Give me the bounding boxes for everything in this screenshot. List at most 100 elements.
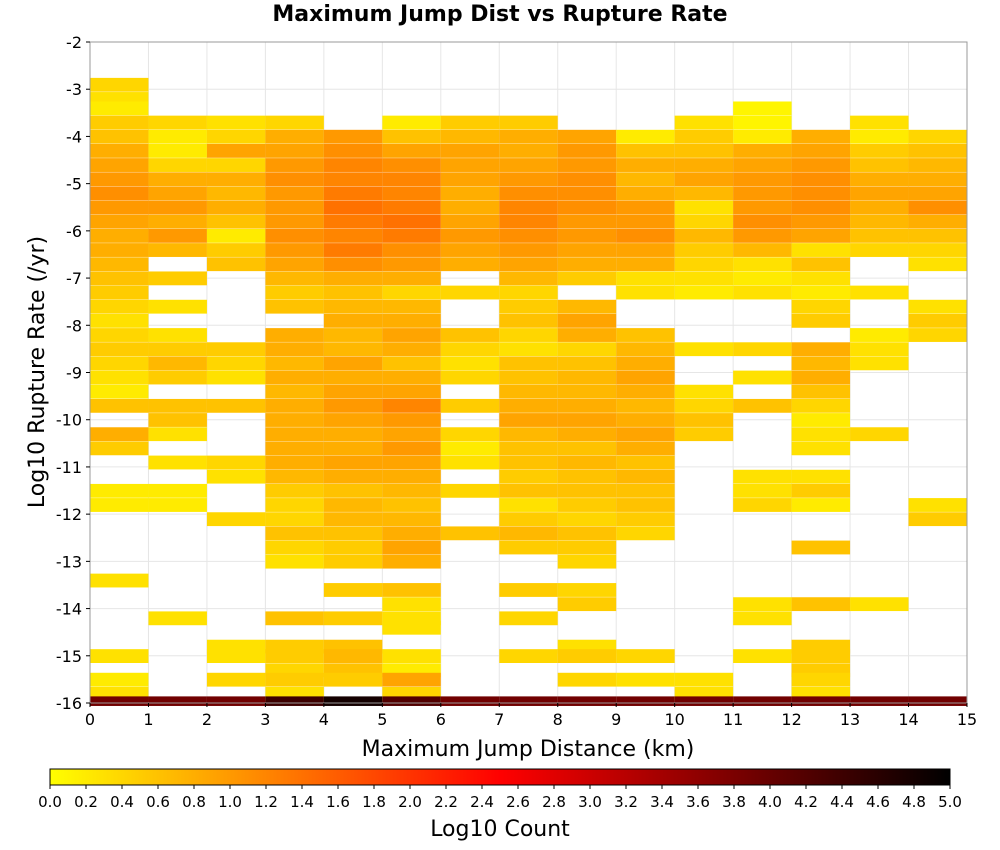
heatmap-cell <box>90 257 149 272</box>
heatmap-cell <box>850 696 909 706</box>
heatmap-cell <box>791 257 851 272</box>
heatmap-cell <box>674 186 734 201</box>
heatmap-cell <box>323 512 383 527</box>
heatmap-cell <box>90 101 149 116</box>
heatmap-cell <box>382 672 441 687</box>
heatmap-cell <box>148 611 207 626</box>
y-axis-title: Log10 Rupture Rate (/yr) <box>25 236 50 508</box>
heatmap-cell <box>499 526 558 541</box>
heatmap-cell <box>616 483 675 498</box>
heatmap-cell <box>265 672 324 687</box>
y-axis-ticks: -2 -3 -4 -5 -6 -7 -8 -9 -10 -11 -12 -13 -14 -15 -16 <box>56 33 90 713</box>
heatmap-cell <box>382 243 441 257</box>
heatmap-cell <box>382 483 441 498</box>
heatmap-cell <box>791 649 851 663</box>
heatmap-cell <box>90 115 149 130</box>
heatmap-cell <box>733 257 792 272</box>
heatmap-cell <box>440 398 500 413</box>
y-tick-label: -15 <box>56 647 82 666</box>
x-tick-label: 14 <box>898 710 918 729</box>
x-tick-label: 8 <box>553 710 563 729</box>
heatmap-cell <box>499 143 558 158</box>
heatmap-cell <box>90 384 149 399</box>
heatmap-cell <box>733 186 792 201</box>
heatmap-cell <box>265 483 324 498</box>
heatmap-cell <box>674 243 734 257</box>
heatmap-cell <box>90 483 149 498</box>
heatmap-cell <box>733 285 792 300</box>
heatmap-cell <box>323 413 383 427</box>
colorbar-tick-label: 0.0 <box>38 793 62 811</box>
colorbar-tick-label: 3.0 <box>578 793 602 811</box>
heatmap-cell <box>265 540 324 555</box>
chart-title: Maximum Jump Dist vs Rupture Rate <box>272 2 728 27</box>
x-axis-ticks: 0 1 2 3 4 5 6 7 8 9 10 11 12 13 14 15 <box>85 703 977 729</box>
heatmap-cell <box>90 672 149 687</box>
heatmap-cell <box>148 342 207 357</box>
heatmap-cell <box>148 186 207 201</box>
heatmap-cell <box>499 583 558 597</box>
heatmap-cell <box>733 649 792 663</box>
heatmap-cell <box>206 257 266 272</box>
colorbar-tick-label: 4.8 <box>902 793 926 811</box>
heatmap-cell <box>148 413 207 427</box>
heatmap-cell <box>557 313 617 328</box>
heatmap-cell <box>323 672 383 687</box>
heatmap-cell <box>440 455 500 470</box>
heatmap-cell <box>557 498 617 512</box>
heatmap-cell <box>148 427 207 442</box>
heatmap-cell <box>674 413 734 427</box>
heatmap-cell <box>499 384 558 399</box>
heatmap-cell <box>206 342 266 357</box>
colorbar-tick-label: 2.4 <box>470 793 494 811</box>
heatmap-cell <box>616 285 675 300</box>
heatmap-cell <box>499 611 558 626</box>
heatmap-cell <box>557 228 617 243</box>
colorbar-tick-label: 3.4 <box>650 793 674 811</box>
heatmap-cell <box>148 455 207 470</box>
heatmap-cell <box>206 356 266 371</box>
heatmap-cell <box>499 441 558 456</box>
heatmap-cell <box>850 214 909 229</box>
colorbar-tick-label: 3.2 <box>614 793 638 811</box>
heatmap-cell <box>148 158 207 172</box>
heatmap-cell <box>90 129 149 144</box>
heatmap-cell <box>323 228 383 243</box>
colorbar-tick-label: 0.8 <box>182 793 206 811</box>
heatmap-cell <box>499 398 558 413</box>
heatmap-cell <box>499 285 558 300</box>
colorbar-tick-label: 1.6 <box>326 793 350 811</box>
heatmap-cell <box>850 342 909 357</box>
heatmap-cell <box>499 427 558 442</box>
heatmap-cell <box>616 271 675 286</box>
heatmap-cell <box>382 228 441 243</box>
heatmap-cell <box>323 214 383 229</box>
colorbar-ticks: 0.0 0.2 0.4 0.6 0.8 1.0 1.2 1.4 1.6 1.8 2.0 2.2 2.4 2… <box>38 785 962 811</box>
heatmap-cell <box>674 129 734 144</box>
heatmap-cell <box>850 115 909 130</box>
heatmap-cell <box>90 427 149 442</box>
heatmap-cell <box>557 398 617 413</box>
x-tick-label: 9 <box>611 710 621 729</box>
heatmap-cell <box>382 115 441 130</box>
heatmap-cell <box>674 696 734 706</box>
heatmap-cell <box>265 611 324 626</box>
heatmap-cell <box>499 512 558 527</box>
heatmap-cell <box>382 172 441 187</box>
heatmap-cell <box>733 597 792 612</box>
heatmap-cell <box>323 243 383 257</box>
heatmap-cell <box>148 143 207 158</box>
heatmap-cell <box>557 512 617 527</box>
heatmap-cell <box>265 398 324 413</box>
heatmap-cell <box>382 370 441 385</box>
y-tick-label: -11 <box>56 458 82 477</box>
heatmap-cell <box>90 313 149 328</box>
heatmap-cell <box>265 413 324 427</box>
heatmap-cell <box>791 172 851 187</box>
heatmap-cell <box>908 299 967 314</box>
colorbar-tick-label: 5.0 <box>938 793 962 811</box>
heatmap-cell <box>382 342 441 357</box>
heatmap-cell <box>791 271 851 286</box>
heatmap-cell <box>557 271 617 286</box>
